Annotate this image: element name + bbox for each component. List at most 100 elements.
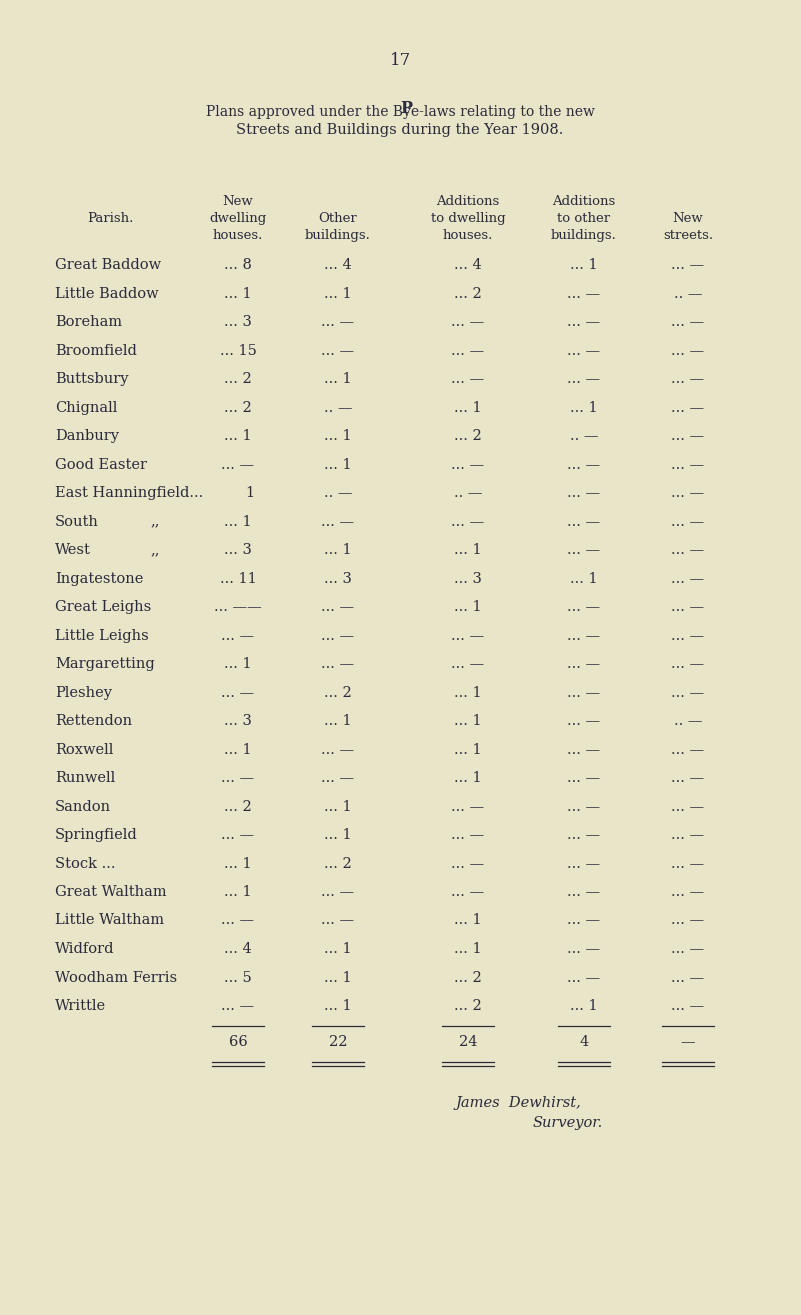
Text: Boreham: Boreham	[55, 316, 122, 329]
Text: Great Leighs: Great Leighs	[55, 600, 151, 614]
Text: ... —: ... —	[567, 316, 601, 329]
Text: ... 1: ... 1	[324, 372, 352, 387]
Text: 4: 4	[579, 1035, 589, 1049]
Text: 66: 66	[228, 1035, 248, 1049]
Text: ... 1: ... 1	[454, 543, 482, 558]
Text: ... 1: ... 1	[224, 743, 252, 756]
Text: ... 2: ... 2	[324, 685, 352, 700]
Text: ... —: ... —	[567, 487, 601, 500]
Text: ... 1: ... 1	[324, 970, 352, 985]
Text: ... —: ... —	[221, 771, 255, 785]
Text: Streets and Buildings during the Year 1908.: Streets and Buildings during the Year 19…	[236, 124, 564, 137]
Text: Runwell: Runwell	[55, 771, 115, 785]
Text: to dwelling: to dwelling	[431, 212, 505, 225]
Text: ... —: ... —	[452, 316, 485, 329]
Text: ... —: ... —	[321, 914, 355, 927]
Text: ... —: ... —	[221, 828, 255, 842]
Text: ... —: ... —	[321, 743, 355, 756]
Text: Buttsbury: Buttsbury	[55, 372, 128, 387]
Text: ... 4: ... 4	[224, 942, 252, 956]
Text: ... —: ... —	[671, 487, 705, 500]
Text: New: New	[673, 212, 703, 225]
Text: ... 1: ... 1	[454, 401, 482, 414]
Text: ... —: ... —	[567, 970, 601, 985]
Text: ... —: ... —	[671, 685, 705, 700]
Text: ... 5: ... 5	[224, 970, 252, 985]
Text: Other: Other	[319, 212, 357, 225]
Text: .. —: .. —	[324, 487, 352, 500]
Text: ... —: ... —	[452, 629, 485, 643]
Text: .. —: .. —	[674, 287, 702, 301]
Text: ... —: ... —	[567, 914, 601, 927]
Text: ... 1: ... 1	[454, 685, 482, 700]
Text: ... —: ... —	[567, 458, 601, 472]
Text: ... 1: ... 1	[454, 743, 482, 756]
Text: ,,: ,,	[150, 543, 159, 558]
Text: ... 1: ... 1	[570, 572, 598, 585]
Text: ... 1: ... 1	[324, 800, 352, 814]
Text: ... 3: ... 3	[224, 543, 252, 558]
Text: ... —: ... —	[321, 629, 355, 643]
Text: Margaretting: Margaretting	[55, 658, 155, 671]
Text: ... —: ... —	[671, 514, 705, 529]
Text: 24: 24	[459, 1035, 477, 1049]
Text: ... —: ... —	[671, 401, 705, 414]
Text: ... —: ... —	[221, 999, 255, 1013]
Text: ... 1: ... 1	[570, 999, 598, 1013]
Text: ... 1: ... 1	[224, 856, 252, 871]
Text: James  Dewhirst,: James Dewhirst,	[455, 1095, 581, 1110]
Text: Woodham Ferris: Woodham Ferris	[55, 970, 177, 985]
Text: ... 2: ... 2	[454, 429, 482, 443]
Text: ... 2: ... 2	[324, 856, 352, 871]
Text: ... 4: ... 4	[454, 258, 482, 272]
Text: ... 2: ... 2	[454, 999, 482, 1013]
Text: ... —: ... —	[321, 316, 355, 329]
Text: ... —: ... —	[567, 714, 601, 729]
Text: East Hanningfield...: East Hanningfield...	[55, 487, 203, 500]
Text: ... 1: ... 1	[324, 942, 352, 956]
Text: ... —: ... —	[567, 828, 601, 842]
Text: Great Baddow: Great Baddow	[55, 258, 161, 272]
Text: ... 3: ... 3	[454, 572, 482, 585]
Text: ... —: ... —	[452, 828, 485, 842]
Text: Additions: Additions	[437, 195, 500, 208]
Text: ... 1: ... 1	[324, 287, 352, 301]
Text: ... —: ... —	[671, 970, 705, 985]
Text: ... —: ... —	[671, 942, 705, 956]
Text: houses.: houses.	[213, 229, 264, 242]
Text: 17: 17	[390, 53, 412, 68]
Text: Springfield: Springfield	[55, 828, 138, 842]
Text: ... 1: ... 1	[324, 429, 352, 443]
Text: ... —: ... —	[671, 600, 705, 614]
Text: ... 1: ... 1	[224, 429, 252, 443]
Text: ... —: ... —	[567, 514, 601, 529]
Text: ... 15: ... 15	[219, 343, 256, 358]
Text: ... —: ... —	[671, 629, 705, 643]
Text: ... 2: ... 2	[454, 970, 482, 985]
Text: ... —: ... —	[567, 856, 601, 871]
Text: ... 11: ... 11	[219, 572, 256, 585]
Text: ,,: ,,	[150, 514, 159, 529]
Text: Widford: Widford	[55, 942, 115, 956]
Text: South: South	[55, 514, 99, 529]
Text: Parish.: Parish.	[87, 212, 133, 225]
Text: Stock ...: Stock ...	[55, 856, 115, 871]
Text: ... —: ... —	[671, 771, 705, 785]
Text: ... —: ... —	[671, 743, 705, 756]
Text: ... —: ... —	[671, 429, 705, 443]
Text: ... —: ... —	[671, 856, 705, 871]
Text: ... —: ... —	[221, 914, 255, 927]
Text: Little Leighs: Little Leighs	[55, 629, 149, 643]
Text: ... 1: ... 1	[324, 458, 352, 472]
Text: ... 3: ... 3	[224, 714, 252, 729]
Text: Rettendon: Rettendon	[55, 714, 132, 729]
Text: ... 2: ... 2	[224, 800, 252, 814]
Text: ... —: ... —	[671, 543, 705, 558]
Text: ... —: ... —	[452, 343, 485, 358]
Text: .. —: .. —	[453, 487, 482, 500]
Text: ... 3: ... 3	[224, 316, 252, 329]
Text: streets.: streets.	[663, 229, 713, 242]
Text: Roxwell: Roxwell	[55, 743, 114, 756]
Text: Ingatestone: Ingatestone	[55, 572, 143, 585]
Text: Danbury: Danbury	[55, 429, 119, 443]
